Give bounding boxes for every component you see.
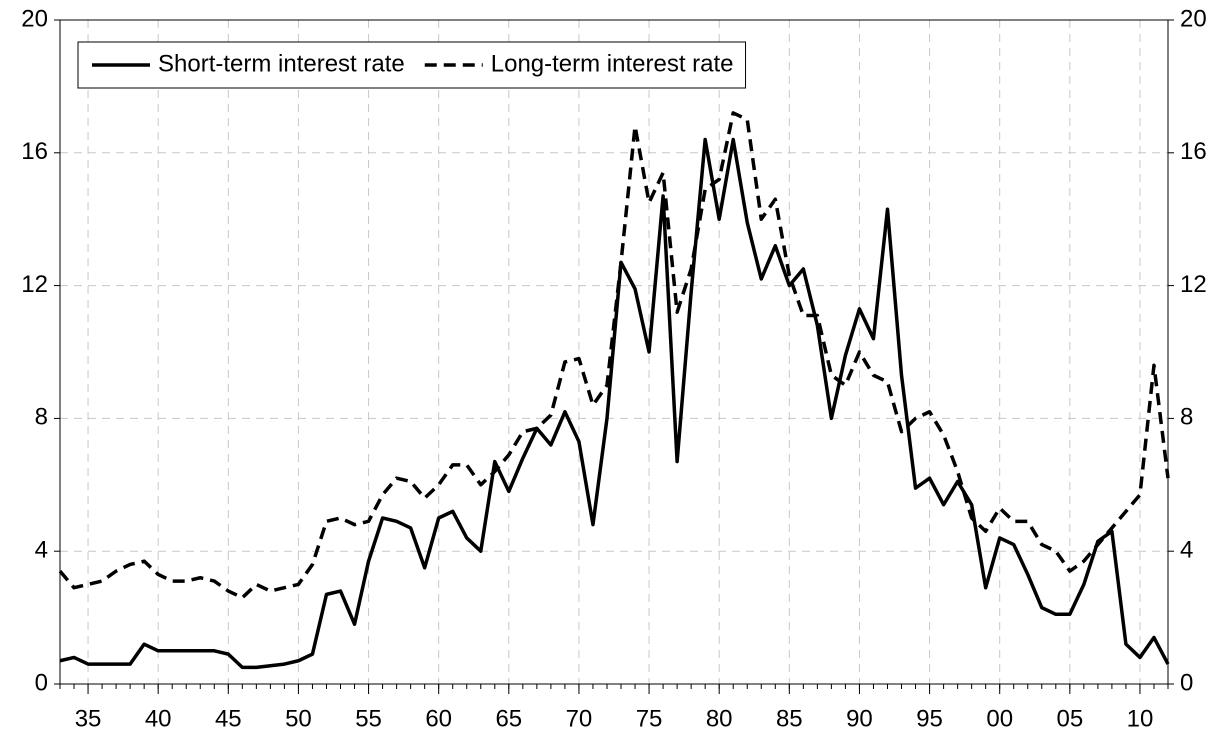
y2-tick-label: 4 (1180, 537, 1193, 564)
y2-tick-label: 16 (1180, 138, 1207, 165)
legend-label: Short-term interest rate (158, 50, 405, 77)
y2-tick-label: 0 (1180, 669, 1193, 696)
x-tick-label: 95 (916, 705, 943, 732)
x-tick-label: 55 (355, 705, 382, 732)
y-tick-label: 0 (35, 669, 48, 696)
legend-label: Long-term interest rate (491, 50, 734, 77)
legend: Short-term interest rate Long-term intere… (77, 41, 747, 89)
x-tick-label: 00 (986, 705, 1013, 732)
legend-box (77, 41, 747, 89)
y-tick-label: 12 (21, 271, 48, 298)
plot-frame (59, 19, 1169, 685)
x-tick-label: 75 (636, 705, 663, 732)
x-tick-label: 85 (776, 705, 803, 732)
x-tick-label: 10 (1127, 705, 1154, 732)
x-tick-label: 90 (846, 705, 873, 732)
x-tick-label: 70 (566, 705, 593, 732)
x-tick-label: 40 (145, 705, 172, 732)
y2-tick-label: 20 (1180, 5, 1207, 32)
y-tick-label: 4 (35, 537, 48, 564)
x-tick-label: 45 (215, 705, 242, 732)
x-tick-label: 80 (706, 705, 733, 732)
x-tick-label: 35 (75, 705, 102, 732)
y-tick-label: 16 (21, 138, 48, 165)
series-line (58, 111, 1170, 600)
x-tick-label: 05 (1056, 705, 1083, 732)
y2-tick-label: 8 (1180, 404, 1193, 431)
x-tick-label: 65 (495, 705, 522, 732)
y-tick-label: 20 (21, 5, 48, 32)
y-tick-label: 8 (35, 404, 48, 431)
x-tick-label: 50 (285, 705, 312, 732)
y2-tick-label: 12 (1180, 271, 1207, 298)
series-line (59, 137, 1170, 670)
x-tick-label: 60 (425, 705, 452, 732)
